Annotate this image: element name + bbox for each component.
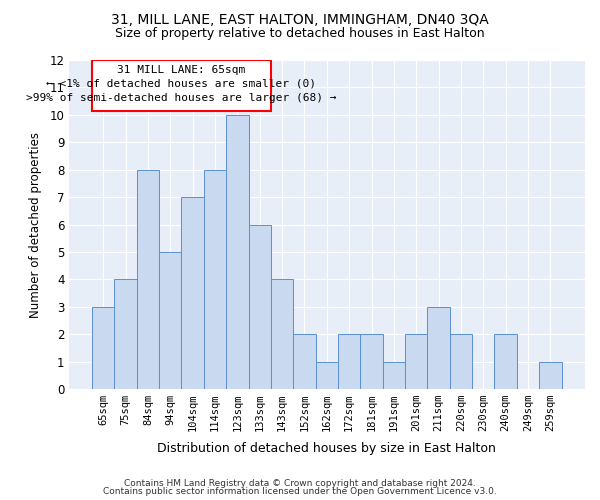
Bar xyxy=(383,362,405,389)
Text: 31, MILL LANE, EAST HALTON, IMMINGHAM, DN40 3QA: 31, MILL LANE, EAST HALTON, IMMINGHAM, D… xyxy=(111,12,489,26)
Text: ← <1% of detached houses are smaller (0): ← <1% of detached houses are smaller (0) xyxy=(46,78,316,88)
Bar xyxy=(427,307,450,389)
Bar xyxy=(204,170,226,389)
Y-axis label: Number of detached properties: Number of detached properties xyxy=(29,132,43,318)
Bar xyxy=(405,334,427,389)
Text: 31 MILL LANE: 65sqm: 31 MILL LANE: 65sqm xyxy=(118,64,245,74)
Bar xyxy=(338,334,361,389)
Bar xyxy=(115,280,137,389)
Text: >99% of semi-detached houses are larger (68) →: >99% of semi-detached houses are larger … xyxy=(26,94,337,104)
Bar xyxy=(92,307,115,389)
FancyBboxPatch shape xyxy=(92,60,271,111)
Text: Size of property relative to detached houses in East Halton: Size of property relative to detached ho… xyxy=(115,28,485,40)
Bar xyxy=(361,334,383,389)
Text: Contains HM Land Registry data © Crown copyright and database right 2024.: Contains HM Land Registry data © Crown c… xyxy=(124,478,476,488)
Bar xyxy=(248,224,271,389)
Bar xyxy=(226,115,248,389)
Bar xyxy=(137,170,159,389)
Text: Contains public sector information licensed under the Open Government Licence v3: Contains public sector information licen… xyxy=(103,487,497,496)
Bar xyxy=(293,334,316,389)
Bar xyxy=(316,362,338,389)
Bar xyxy=(271,280,293,389)
Bar xyxy=(494,334,517,389)
Bar xyxy=(181,197,204,389)
Bar xyxy=(539,362,562,389)
X-axis label: Distribution of detached houses by size in East Halton: Distribution of detached houses by size … xyxy=(157,442,496,455)
Bar xyxy=(159,252,181,389)
Bar xyxy=(450,334,472,389)
